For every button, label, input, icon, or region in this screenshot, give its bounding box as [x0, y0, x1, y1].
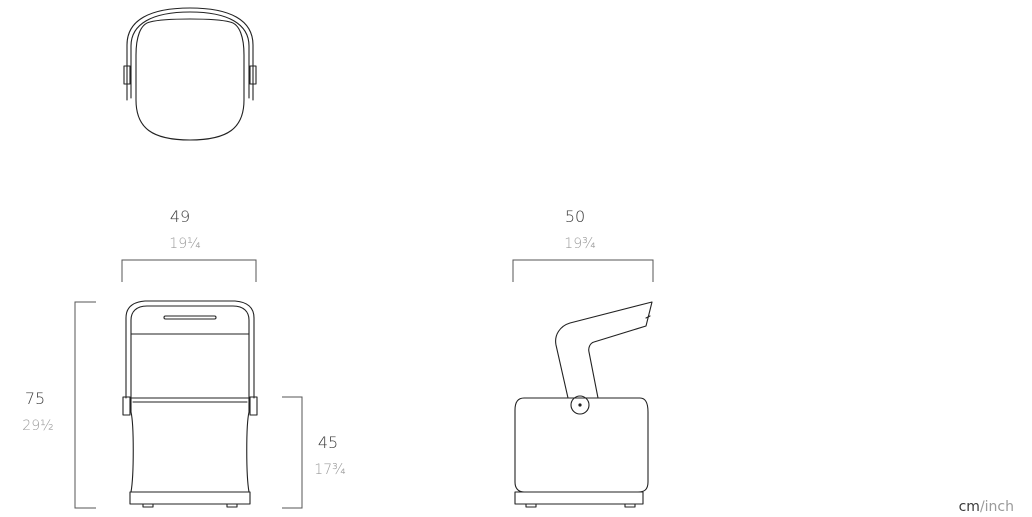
front-seat-height-cm: 45 [318, 433, 338, 452]
top-view-right-pivot [249, 65, 257, 85]
side-depth-inch: 19¾ [564, 236, 595, 252]
front-view-seat [130, 397, 250, 493]
front-view-backrest [125, 300, 255, 399]
front-height-cm: 75 [25, 389, 45, 408]
top-view-seat [135, 18, 245, 141]
front-seat-height-bracket [282, 396, 303, 509]
front-view [74, 259, 303, 509]
side-depth-cm: 50 [565, 207, 585, 226]
units-separator: / [980, 499, 985, 515]
side-depth-bracket [512, 259, 654, 282]
front-width-cm: 49 [170, 207, 190, 226]
units-legend: cm/inch [959, 499, 1014, 515]
units-cm: cm [959, 499, 980, 515]
front-width-inch: 19¼ [169, 236, 200, 252]
side-view-handle [555, 301, 653, 399]
front-view-base [129, 491, 251, 505]
top-view-left-pivot [123, 65, 131, 85]
top-view-handle [126, 7, 254, 101]
front-view-right-pivot [249, 396, 258, 416]
side-view [512, 259, 654, 508]
units-inch: inch [985, 499, 1014, 515]
front-height-bracket [74, 301, 96, 509]
side-view-base [514, 491, 644, 505]
front-view-handle-slot [163, 315, 217, 320]
front-width-bracket [121, 259, 257, 282]
front-height-inch: 29½ [22, 418, 53, 434]
front-seat-height-inch: 17¾ [314, 462, 345, 478]
side-view-seat [514, 397, 649, 493]
side-view-pivot [570, 395, 590, 415]
top-view [123, 7, 257, 141]
side-view-pivot-bolt [578, 403, 582, 407]
front-view-left-pivot [122, 396, 131, 416]
